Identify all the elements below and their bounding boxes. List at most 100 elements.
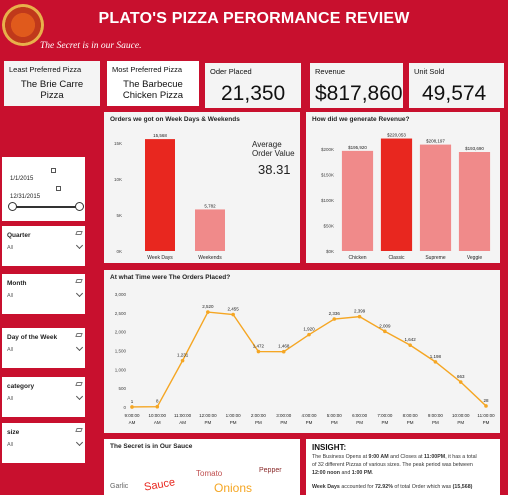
data-point (383, 329, 387, 334)
bar (419, 144, 452, 251)
x-tick-label-time: 12:00:00 (199, 413, 217, 418)
x-tick-label-time: 10:00:00 (452, 413, 470, 418)
slicer-title: Quarter (7, 232, 31, 239)
slicer-category[interactable]: category All (2, 377, 85, 417)
bar (380, 138, 413, 251)
data-label: 28 (483, 398, 489, 403)
y-tick-label: 1,500 (115, 349, 127, 354)
insight-bold: (15,568) (452, 484, 473, 490)
range-start-handle[interactable] (8, 202, 17, 211)
x-tick-label-time: 7:00:00 (377, 413, 393, 418)
data-point (357, 314, 362, 319)
x-tick-label-time: 2:00:00 (251, 413, 267, 418)
kpi-value-line1: The Barbecue (123, 79, 183, 90)
kpi-orders: Oder Placed 21,350 (205, 63, 301, 108)
slicer-month[interactable]: Month All (2, 274, 85, 314)
data-label: 2,399 (354, 309, 366, 314)
data-label: 2,520 (202, 304, 214, 309)
chevron-down-icon[interactable] (75, 241, 84, 250)
eraser-icon[interactable] (75, 231, 83, 235)
eraser-icon[interactable] (75, 382, 83, 386)
kpi-value-line1: The Brie Carre (20, 79, 84, 90)
kpi-value-line2: Pizza (40, 90, 64, 101)
y-tick-label: 2,500 (115, 311, 127, 316)
sauce-panel: The Secret is in Our Sauce Sauce Tomato … (104, 439, 300, 495)
x-tick-label-time: 9:00:00 (124, 413, 140, 418)
data-label: 1,920 (303, 327, 315, 332)
calendar-icon[interactable] (51, 168, 56, 173)
avg-label-line1: Average (252, 140, 282, 149)
x-tick-label: Classic (388, 255, 405, 261)
insight-text: of total Order which was (392, 484, 453, 490)
bar (458, 152, 491, 251)
pizza-logo (2, 4, 44, 46)
x-tick-label-period: PM (306, 420, 313, 425)
kpi-revenue: Revenue $817,860 (310, 63, 403, 108)
x-tick-label-time: 5:00:00 (327, 413, 343, 418)
panel-title: At what Time were The Orders Placed? (110, 274, 231, 281)
slicer-value: All (7, 347, 14, 353)
kpi-value-line2: Chicken Pizza (122, 90, 184, 101)
kpi-value: $817,860 (315, 82, 403, 105)
x-tick-label-time: 1:00:00 (226, 413, 242, 418)
insight-bold: 9:00 AM (368, 454, 389, 460)
chevron-down-icon[interactable] (75, 392, 84, 401)
x-tick-label-time: 10:00:00 (149, 413, 167, 418)
slicer-size[interactable]: size All (2, 423, 85, 463)
avg-order-label: Average Order Value (252, 140, 295, 158)
avg-label-line2: Order Value (252, 149, 295, 158)
data-label: 8 (156, 399, 159, 404)
slicer-value: All (7, 245, 14, 251)
start-date-field[interactable]: 1/1/2015 (10, 167, 58, 182)
insight-bold: 11:00PM (424, 454, 446, 460)
panel-title: The Secret is in Our Sauce (110, 443, 193, 450)
data-point (155, 404, 160, 409)
insight-text: and Closes at (388, 454, 424, 460)
eraser-icon[interactable] (75, 333, 83, 337)
kpi-label: Oder Placed (210, 67, 252, 76)
order-time-chart: 0 500 1,000 1,500 2,000 2,500 3,000 1 9:00:00 AM 8… (115, 292, 495, 425)
eraser-icon[interactable] (75, 428, 83, 432)
revenue-panel: How did we generate Revenue? $0K $50K $100… (306, 112, 500, 263)
data-point (408, 343, 412, 347)
data-point (332, 317, 337, 321)
range-end-handle[interactable] (75, 202, 84, 211)
y-tick-label: 500 (118, 386, 126, 391)
data-label: 1,468 (278, 344, 290, 349)
y-tick-label: $50K (323, 223, 334, 228)
eraser-icon[interactable] (75, 279, 83, 283)
x-tick-label-time: 8:00:00 (403, 413, 419, 418)
data-point (458, 380, 463, 384)
insight-bold: Week Days (312, 484, 340, 490)
data-point (231, 312, 235, 317)
data-point (130, 405, 134, 409)
x-tick-label-period: PM (381, 420, 388, 425)
y-tick-label: $150K (321, 172, 334, 177)
data-point (180, 358, 185, 363)
calendar-icon[interactable] (56, 186, 61, 191)
avg-order-value: 38.31 (258, 162, 291, 177)
data-label: 1,642 (405, 337, 417, 342)
x-tick-label-period: AM (179, 420, 186, 425)
slicer-day-of-week[interactable]: Day of the Week All (2, 328, 85, 368)
x-tick-label-period: AM (129, 420, 136, 425)
chevron-down-icon[interactable] (75, 343, 84, 352)
x-tick-label-time: 11:00:00 (477, 413, 495, 418)
insight-text: The Business Opens at (312, 454, 369, 460)
x-tick-label: Chicken (348, 255, 366, 261)
chevron-down-icon[interactable] (75, 438, 84, 447)
x-tick-label: Veggie (467, 255, 483, 261)
kpi-label: Most Preferred Pizza (112, 65, 183, 74)
end-date-field[interactable]: 12/31/2015 (10, 185, 58, 200)
insight-panel: INSIGHT: The Business Opens at 9:00 AM a… (306, 439, 500, 495)
x-tick-label: Weekends (198, 255, 222, 261)
insight-text: accounted for (339, 484, 375, 490)
weekday-orders-chart: 0K 5K 10K 15K 15,568 Week Days 5,782 Weekends (114, 133, 225, 261)
slicer-value: All (7, 396, 14, 402)
x-tick-label-period: PM (432, 420, 439, 425)
chevron-down-icon[interactable] (75, 289, 84, 298)
x-tick-label-period: PM (204, 420, 211, 425)
insight-bold: 72.92% (374, 484, 393, 490)
slicer-quarter[interactable]: Quarter All (2, 226, 85, 266)
x-tick-label-time: 6:00:00 (352, 413, 368, 418)
